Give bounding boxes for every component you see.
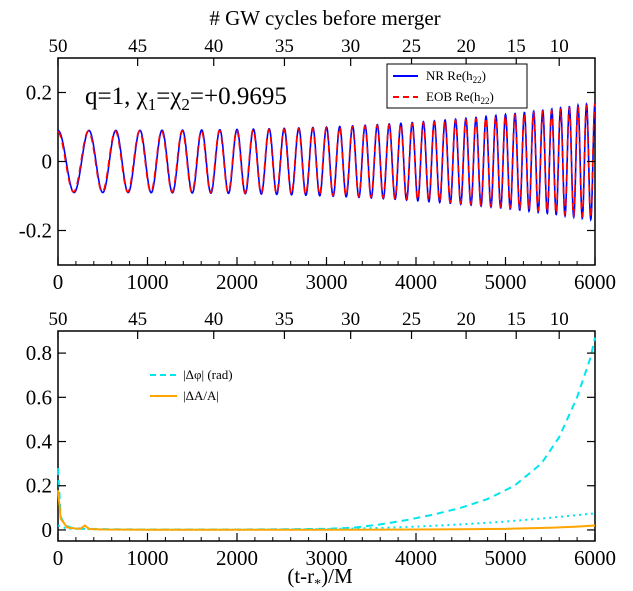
series-line-bottom-0 [57,337,596,531]
x-tick-label-bottom-6: 6000 [574,546,616,570]
y-tick-label-top-2: 0.2 [26,81,52,105]
x-tick-label-bottom-4: 4000 [395,546,437,570]
y-tick-label-bottom-2: 0.4 [26,430,53,454]
top-tick-label-bottom-5: 25 [402,309,421,330]
top-tick-label-top-6: 20 [457,36,476,57]
top-tick-label-bottom-6: 20 [457,309,476,330]
panel-bottom-ticks: 0 1000 2000 3000 4000 5000 6000 0 0.2 0.4 0.6 0.8 50… [26,309,616,570]
top-tick-label-top-1: 45 [128,36,147,57]
series-line-bottom-2 [57,490,596,531]
top-tick-label-bottom-3: 35 [275,309,294,330]
panel-bottom: 0 1000 2000 3000 4000 5000 6000 0 0.2 0.4 0.6 0.8 50… [26,309,616,570]
top-tick-label-top-0: 50 [49,36,68,57]
top-tick-label-top-4: 30 [341,36,360,57]
top-tick-label-top-5: 25 [402,36,421,57]
top-tick-label-top-2: 40 [204,36,223,57]
top-tick-label-top-7: 15 [507,36,526,57]
y-tick-label-bottom-0: 0 [42,518,53,542]
y-tick-label-bottom-4: 0.8 [26,341,52,365]
panel-top-annotation: q=1, χ1=χ2=+0.9695 [85,83,287,114]
top-axis-title: # GW cycles before merger [209,6,440,30]
panel-top-series [57,102,596,222]
legend-label-nr: NR Re(h22) [426,68,486,85]
series-line-top-0 [57,102,596,222]
y-tick-label-top-0: -0.2 [19,219,52,243]
legend-frame [386,63,528,109]
top-tick-label-bottom-1: 45 [128,309,147,330]
top-tick-label-bottom-4: 30 [341,309,360,330]
panel-top-ticks: 0 1000 2000 3000 4000 5000 6000 -0.2 0 0.2 50 45 40 3… [19,36,616,294]
top-tick-label-bottom-0: 50 [49,309,68,330]
legend-label-eob: EOB Re(h22) [426,89,494,106]
bottom-axis-title: (t-r*)/M [287,564,353,591]
x-tick-label-top-6: 6000 [574,270,616,294]
x-tick-label-bottom-3: 3000 [306,546,348,570]
x-tick-label-top-2: 2000 [216,270,258,294]
x-tick-label-top-5: 5000 [485,270,527,294]
top-tick-label-bottom-2: 40 [204,309,223,330]
x-tick-label-top-0: 0 [53,270,64,294]
x-tick-label-bottom-0: 0 [53,546,64,570]
panel-bottom-series [57,337,596,531]
top-tick-label-bottom-8: 10 [550,309,569,330]
series-line-bottom-1 [57,512,596,531]
x-tick-label-top-1: 1000 [127,270,169,294]
legend-label-damp: |ΔA/A| [183,388,219,403]
x-tick-label-bottom-2: 2000 [216,546,258,570]
x-tick-label-bottom-1: 1000 [127,546,169,570]
y-tick-label-bottom-3: 0.6 [26,385,52,409]
panel-bottom-frame [57,330,596,542]
legend-label-dphi: |Δφ| (rad) [183,367,233,382]
panel-bottom-legend: |Δφ| (rad) |ΔA/A| [150,367,233,403]
y-tick-label-top-1: 0 [42,150,53,174]
panel-top-legend: NR Re(h22) EOB Re(h22) [386,63,528,109]
panel-top: 0 1000 2000 3000 4000 5000 6000 -0.2 0 0.2 50 45 40 3… [19,36,616,294]
top-tick-label-top-3: 35 [275,36,294,57]
y-tick-label-bottom-1: 0.2 [26,474,52,498]
annotation-text: q=1, χ1=χ2=+0.9695 [85,83,287,114]
x-tick-label-top-3: 3000 [306,270,348,294]
top-tick-label-top-8: 10 [550,36,569,57]
series-line-top-1 [57,102,596,219]
x-tick-label-bottom-5: 5000 [485,546,527,570]
top-tick-label-bottom-7: 15 [507,309,526,330]
x-tick-label-top-4: 4000 [395,270,437,294]
